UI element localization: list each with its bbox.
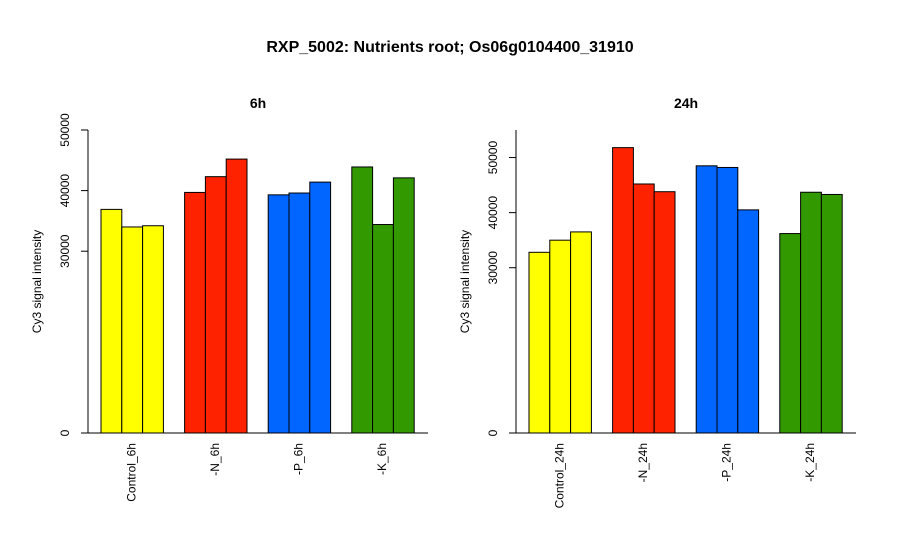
bar [121,226,144,434]
x-tick-label: -N_24h [636,443,650,482]
bar [716,166,739,434]
panel-title: 24h [674,95,698,111]
y-tick-label: 40000 [486,196,500,230]
y-axis-label: Cy3 signal intensity [30,230,44,333]
bar [779,233,802,434]
x-tick-label: -P_24h [720,443,734,482]
bar [820,193,843,434]
bar [549,239,572,434]
y-tick-label: 30000 [58,234,72,268]
bar [737,209,760,434]
y-tick-label: 40000 [58,174,72,208]
y-tick-label: 50000 [58,113,72,147]
panel-24h: 24h 0 30000 40000 50000 Cy3 signal intensity C… [458,95,856,508]
y-axis-label: Cy3 signal intensity [458,230,472,333]
bar [392,177,415,434]
bar [204,176,227,434]
bar [800,191,822,434]
bar [309,181,332,434]
bar [695,165,718,434]
bar [632,183,655,434]
y-tick-label: 0 [486,429,500,436]
panel-title: 6h [250,95,266,111]
bar [225,158,248,434]
panel-6h: 6h 0 30000 40000 50000 Cy3 signal intensity Co… [30,95,428,502]
bar [142,225,164,434]
bar [653,191,676,434]
x-tick-label: -K_6h [375,443,389,475]
y-tick-label: 50000 [486,141,500,175]
x-tick-label: -K_24h [803,443,817,482]
bar [184,191,206,434]
x-tick-label: Control_24h [552,443,566,508]
chart-main-title: RXP_5002: Nutrients root; Os06g0104400_3… [266,39,634,56]
x-tick-label: -P_6h [292,443,306,475]
bar [570,231,592,434]
bar [351,166,374,434]
bar [372,224,394,434]
x-tick-label: -N_6h [208,443,222,476]
y-tick-label: 30000 [486,251,500,285]
bar [267,194,290,434]
bar [288,192,311,434]
x-tick-label: Control_6h [124,443,138,502]
bar [612,147,634,434]
bar [100,208,123,434]
y-tick-label: 0 [58,429,72,436]
bar [528,251,551,434]
